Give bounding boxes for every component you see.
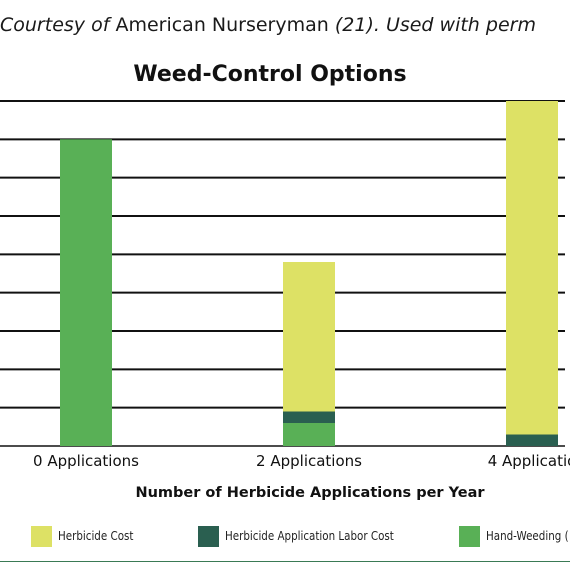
credit-line: Courtesy of American Nurseryman (21). Us… [0, 14, 536, 36]
legend-label-herbicide-cost: Herbicide Cost [58, 529, 134, 543]
legend-swatch-labor-cost [198, 525, 219, 547]
x-tick-label: 4 Applicatio [488, 452, 570, 470]
bottom-divider [0, 561, 570, 562]
legend-item-labor-cost: Herbicide Application Labor Cost [198, 524, 421, 548]
x-tick-label: 2 Applications [256, 452, 362, 470]
legend-label-labor-cost: Herbicide Application Labor Cost [225, 529, 394, 543]
chart-title: Weed-Control Options [133, 62, 407, 87]
credit-reference: (21). Used with perm [334, 14, 536, 36]
x-tick-label: 0 Applications [33, 452, 139, 470]
bar-chart: 0 Applications 2 Applications 4 Applicatio [0, 100, 570, 470]
bar-segment [506, 101, 558, 435]
bar-segment [283, 411, 335, 423]
bars [60, 101, 558, 447]
x-axis-label: Number of Herbicide Applications per Yea… [135, 485, 485, 501]
x-tick-labels: 0 Applications 2 Applications 4 Applicatio [33, 452, 570, 470]
bar-segment [60, 139, 112, 447]
legend-item-herbicide-cost: Herbicide Cost [31, 524, 146, 548]
legend-label-hand-weeding: Hand-Weeding ( [486, 529, 569, 543]
bar-segment [283, 262, 335, 412]
credit-of: of [91, 14, 110, 36]
bar-segment [506, 434, 558, 446]
legend-swatch-herbicide-cost [31, 525, 52, 547]
credit-source: American Nurseryman [109, 14, 335, 36]
bar-segment [283, 423, 335, 446]
legend-swatch-hand-weeding [459, 525, 480, 547]
credit-prefix: Courtesy [0, 14, 92, 36]
legend-item-hand-weeding: Hand-Weeding ( [459, 524, 570, 548]
